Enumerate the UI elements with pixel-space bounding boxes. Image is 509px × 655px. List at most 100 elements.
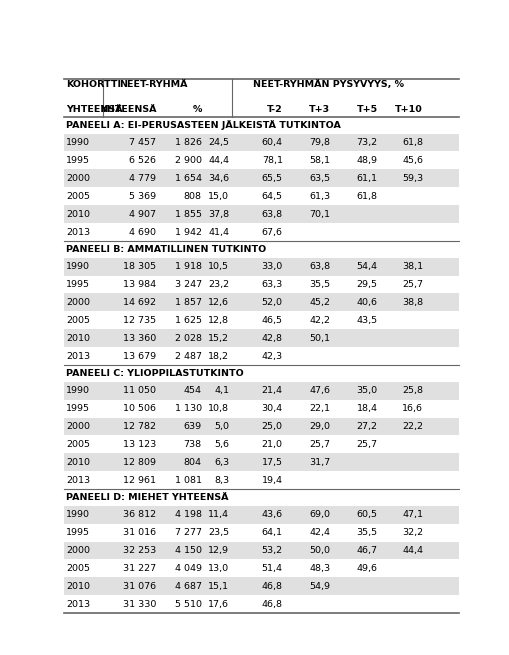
Text: 2 487: 2 487 xyxy=(175,352,201,361)
Text: 1 942: 1 942 xyxy=(175,227,201,236)
Bar xyxy=(64,559,458,578)
Text: 10 506: 10 506 xyxy=(123,404,156,413)
Text: 18 305: 18 305 xyxy=(123,262,156,271)
Text: 18,2: 18,2 xyxy=(208,352,229,361)
Text: 54,4: 54,4 xyxy=(356,262,377,271)
Text: 738: 738 xyxy=(183,440,201,449)
Text: 48,9: 48,9 xyxy=(356,156,377,165)
Text: 47,1: 47,1 xyxy=(401,510,422,519)
Text: T+3: T+3 xyxy=(308,105,329,114)
Text: 25,8: 25,8 xyxy=(401,386,422,395)
Text: PANEELI B: AMMATILLINEN TUTKINTO: PANEELI B: AMMATILLINEN TUTKINTO xyxy=(66,245,266,254)
Text: 24,5: 24,5 xyxy=(208,138,229,147)
Text: 808: 808 xyxy=(183,192,201,200)
Text: T-2: T-2 xyxy=(266,105,282,114)
Text: 46,7: 46,7 xyxy=(356,546,377,555)
Text: 25,7: 25,7 xyxy=(401,280,422,289)
Bar xyxy=(64,471,458,489)
Text: 41,4: 41,4 xyxy=(208,227,229,236)
Text: PANEELI D: MIEHET YHTEENSÄ: PANEELI D: MIEHET YHTEENSÄ xyxy=(66,493,228,502)
Text: 1990: 1990 xyxy=(66,138,90,147)
Text: 61,3: 61,3 xyxy=(308,192,329,200)
Text: 639: 639 xyxy=(183,422,201,431)
Text: 1995: 1995 xyxy=(66,156,90,165)
Text: 12 961: 12 961 xyxy=(123,476,156,485)
Text: 15,0: 15,0 xyxy=(208,192,229,200)
Text: 22,1: 22,1 xyxy=(308,404,329,413)
Text: 1 857: 1 857 xyxy=(175,298,201,307)
Text: 37,8: 37,8 xyxy=(208,210,229,219)
Text: 15,1: 15,1 xyxy=(208,582,229,591)
Text: 2010: 2010 xyxy=(66,210,90,219)
Text: T+5: T+5 xyxy=(356,105,377,114)
Text: 63,8: 63,8 xyxy=(261,210,282,219)
Text: 25,7: 25,7 xyxy=(308,440,329,449)
Bar xyxy=(64,400,458,417)
Text: 29,5: 29,5 xyxy=(356,280,377,289)
Bar xyxy=(64,329,458,347)
Text: 44,4: 44,4 xyxy=(208,156,229,165)
Text: 5,6: 5,6 xyxy=(214,440,229,449)
Text: 2010: 2010 xyxy=(66,582,90,591)
Text: 2013: 2013 xyxy=(66,352,90,361)
Text: 42,4: 42,4 xyxy=(308,528,329,537)
Text: 31 076: 31 076 xyxy=(123,582,156,591)
Text: 43,6: 43,6 xyxy=(261,510,282,519)
Text: 6 526: 6 526 xyxy=(129,156,156,165)
Text: NEET-RYHMÄN PYSYVYYS, %: NEET-RYHMÄN PYSYVYYS, % xyxy=(252,80,403,89)
Text: 11 050: 11 050 xyxy=(123,386,156,395)
Text: %: % xyxy=(192,105,201,114)
Text: 67,6: 67,6 xyxy=(261,227,282,236)
Text: 1 918: 1 918 xyxy=(175,262,201,271)
Text: 70,1: 70,1 xyxy=(308,210,329,219)
Text: 13,0: 13,0 xyxy=(208,564,229,573)
Text: 45,2: 45,2 xyxy=(308,298,329,307)
Text: 2010: 2010 xyxy=(66,333,90,343)
Text: 31 227: 31 227 xyxy=(123,564,156,573)
Text: 10,8: 10,8 xyxy=(208,404,229,413)
Bar xyxy=(64,542,458,559)
Text: 12,9: 12,9 xyxy=(208,546,229,555)
Text: 44,4: 44,4 xyxy=(401,546,422,555)
Bar xyxy=(64,223,458,241)
Text: 4 198: 4 198 xyxy=(175,510,201,519)
Bar xyxy=(64,506,458,524)
Text: 8,3: 8,3 xyxy=(214,476,229,485)
Text: 25,0: 25,0 xyxy=(261,422,282,431)
Text: 35,0: 35,0 xyxy=(356,386,377,395)
Bar xyxy=(64,257,458,276)
Text: PANEELI C: YLIOPPILASTUTKINTO: PANEELI C: YLIOPPILASTUTKINTO xyxy=(66,369,243,378)
Text: 4 690: 4 690 xyxy=(129,227,156,236)
Text: 61,1: 61,1 xyxy=(356,174,377,183)
Text: 22,2: 22,2 xyxy=(401,422,422,431)
Text: KOHORTTI: KOHORTTI xyxy=(66,80,121,89)
Text: 17,5: 17,5 xyxy=(261,458,282,467)
Text: 2010: 2010 xyxy=(66,458,90,467)
Text: 58,1: 58,1 xyxy=(308,156,329,165)
Text: 64,1: 64,1 xyxy=(261,528,282,537)
Text: 21,4: 21,4 xyxy=(261,386,282,395)
Bar xyxy=(64,417,458,436)
Text: 42,2: 42,2 xyxy=(308,316,329,325)
Bar xyxy=(64,382,458,400)
Text: 50,1: 50,1 xyxy=(308,333,329,343)
Bar xyxy=(64,365,458,382)
Text: 45,6: 45,6 xyxy=(401,156,422,165)
Text: 36 812: 36 812 xyxy=(123,510,156,519)
Text: 42,3: 42,3 xyxy=(261,352,282,361)
Text: 47,6: 47,6 xyxy=(308,386,329,395)
Text: 4,1: 4,1 xyxy=(214,386,229,395)
Text: 7 457: 7 457 xyxy=(129,138,156,147)
Text: 7 277: 7 277 xyxy=(175,528,201,537)
Text: 46,5: 46,5 xyxy=(261,316,282,325)
Text: 2000: 2000 xyxy=(66,298,90,307)
Bar xyxy=(64,170,458,187)
Bar xyxy=(64,436,458,453)
Text: 4 687: 4 687 xyxy=(175,582,201,591)
Text: 48,3: 48,3 xyxy=(308,564,329,573)
Text: 1990: 1990 xyxy=(66,510,90,519)
Text: 64,5: 64,5 xyxy=(261,192,282,200)
Text: 51,4: 51,4 xyxy=(261,564,282,573)
Text: 2000: 2000 xyxy=(66,174,90,183)
Text: 2005: 2005 xyxy=(66,440,90,449)
